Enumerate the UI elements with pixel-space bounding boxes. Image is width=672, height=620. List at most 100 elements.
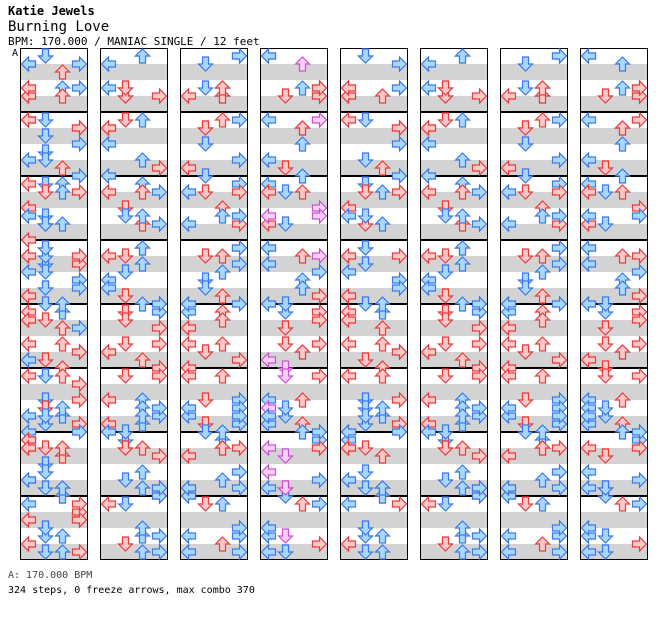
step-arrow-up	[134, 256, 151, 272]
step-arrow-left	[180, 319, 197, 337]
beat-stripe	[100, 288, 168, 304]
step-arrow-right	[471, 159, 488, 177]
step-arrow-down	[437, 208, 454, 224]
step-arrow-right	[391, 391, 408, 409]
beat-stripe	[580, 96, 648, 112]
measure-frame	[340, 112, 408, 176]
step-arrow-right	[631, 439, 648, 457]
step-arrow-down	[197, 56, 214, 72]
step-arrow-left	[340, 311, 357, 329]
step-arrow-down	[597, 296, 614, 312]
step-arrow-down	[597, 368, 614, 384]
step-arrow-up	[134, 184, 151, 200]
beat-stripe	[420, 448, 488, 464]
step-arrow-right	[231, 543, 248, 561]
measure-frame	[180, 432, 248, 496]
step-arrow-left	[260, 183, 277, 201]
beat-stripe	[100, 320, 168, 336]
step-arrow-right	[231, 439, 248, 457]
beat-stripe	[20, 512, 88, 528]
measure-frame	[20, 432, 88, 496]
measure-frame	[180, 112, 248, 176]
step-arrow-right	[391, 423, 408, 441]
step-arrow-left	[100, 247, 117, 265]
step-arrow-down	[37, 480, 54, 496]
measure-frame	[420, 176, 488, 240]
step-arrow-down	[37, 352, 54, 368]
measure-frame	[500, 112, 568, 176]
measure-frame	[180, 368, 248, 432]
step-arrow-left	[580, 183, 597, 201]
step-arrow-right	[71, 279, 88, 297]
step-arrow-right	[311, 367, 328, 385]
measure-frame	[420, 48, 488, 112]
step-arrow-up	[614, 248, 631, 264]
beat-stripe	[340, 320, 408, 336]
step-arrow-left	[420, 391, 437, 409]
beat-stripe	[180, 384, 248, 400]
beat-stripe	[580, 320, 648, 336]
step-arrow-left	[20, 311, 37, 329]
step-arrow-right	[391, 343, 408, 361]
step-arrow-down	[517, 168, 534, 184]
beat-stripe	[580, 288, 648, 304]
beat-stripe	[180, 96, 248, 112]
step-arrow-right	[231, 111, 248, 129]
step-arrow-down	[37, 280, 54, 296]
beat-stripe	[340, 224, 408, 240]
step-arrow-left	[100, 79, 117, 97]
step-arrow-down	[437, 472, 454, 488]
step-arrow-right	[551, 439, 568, 457]
step-arrow-up	[134, 520, 151, 536]
step-arrow-left	[180, 87, 197, 105]
step-arrow-left	[340, 207, 357, 225]
step-arrow-left	[180, 367, 197, 385]
step-arrow-down	[517, 496, 534, 512]
bpm-marker: A	[12, 48, 19, 59]
beat-stripe	[340, 448, 408, 464]
beat-stripe	[260, 224, 328, 240]
step-arrow-left	[20, 439, 37, 457]
step-arrow-up	[214, 264, 231, 280]
step-arrow-up	[614, 496, 631, 512]
step-arrow-up	[54, 296, 71, 312]
chart-column	[580, 48, 648, 560]
measure-frame	[260, 240, 328, 304]
step-arrow-up	[454, 352, 471, 368]
step-arrow-up	[294, 392, 311, 408]
step-arrow-right	[471, 399, 488, 417]
step-arrow-right	[151, 447, 168, 465]
measure-frame	[580, 176, 648, 240]
step-arrow-left	[580, 351, 597, 369]
step-arrow-right	[71, 55, 88, 73]
beat-stripe	[20, 256, 88, 272]
step-arrow-up	[534, 336, 551, 352]
step-arrow-down	[357, 152, 374, 168]
beat-stripe	[20, 416, 88, 432]
step-arrow-up	[534, 80, 551, 96]
beat-stripe	[580, 416, 648, 432]
step-arrow-down	[197, 184, 214, 200]
step-arrow-down	[277, 544, 294, 560]
step-arrow-down	[37, 112, 54, 128]
beat-stripe	[20, 448, 88, 464]
step-arrow-up	[134, 440, 151, 456]
step-arrow-left	[260, 463, 277, 481]
step-arrow-left	[500, 215, 517, 233]
step-arrow-down	[277, 368, 294, 384]
beat-stripe	[260, 192, 328, 208]
beat-stripe	[180, 512, 248, 528]
step-arrow-down	[357, 112, 374, 128]
measure-frame	[340, 176, 408, 240]
step-arrow-up	[134, 352, 151, 368]
step-arrow-down	[597, 320, 614, 336]
step-arrow-up	[534, 424, 551, 440]
step-arrow-left	[260, 407, 277, 425]
measure-frame	[100, 240, 168, 304]
beat-stripe	[340, 352, 408, 368]
step-arrow-down	[357, 208, 374, 224]
step-arrow-up	[294, 280, 311, 296]
step-arrow-right	[71, 511, 88, 529]
beat-stripe	[100, 128, 168, 144]
step-arrow-down	[517, 424, 534, 440]
